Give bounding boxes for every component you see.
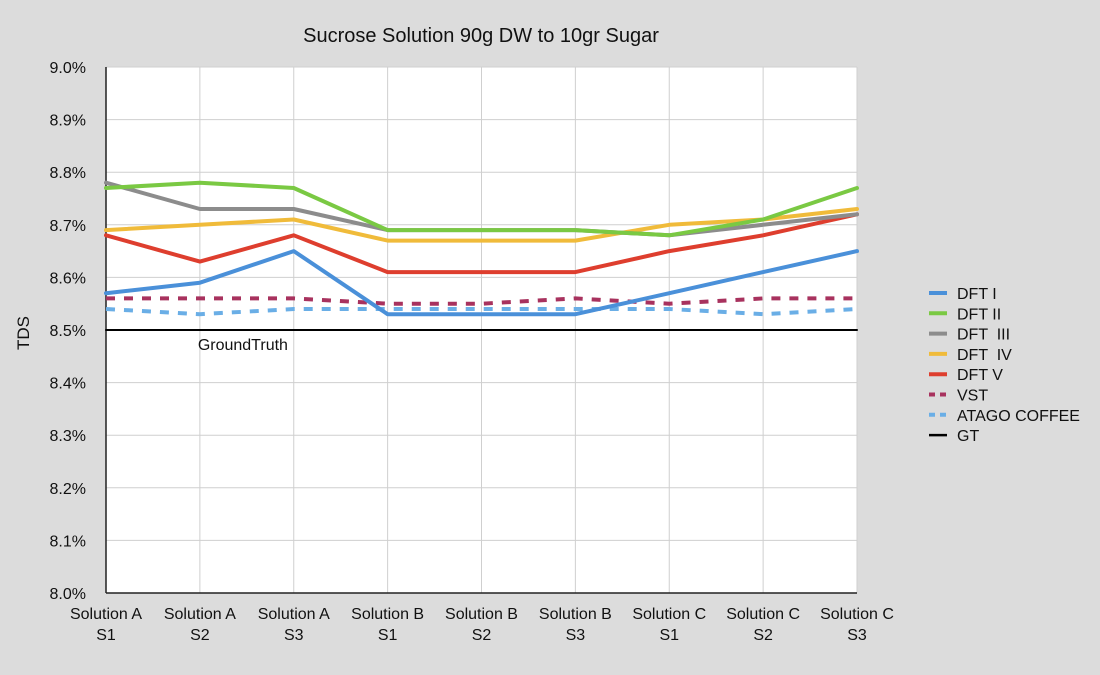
x-tick-label: S2 — [472, 627, 492, 644]
series-line-dft-v — [104, 212, 859, 275]
x-tick-label: Solution B — [539, 606, 612, 623]
legend-label: DFT V — [957, 367, 1003, 384]
plot-area: 8.0% 8.1% 8.2% 8.3% 8.4% 8.5% 8.6% 8.7% 8.8% 8.9%… — [50, 60, 894, 644]
x-tick-label: S3 — [566, 627, 586, 644]
legend-label: DFT III — [957, 327, 1010, 344]
y-axis-label: TDS — [14, 316, 33, 350]
x-tick-label: S1 — [96, 627, 116, 644]
x-tick-label: S2 — [753, 627, 773, 644]
chart-title: Sucrose Solution 90g DW to 10gr Sugar — [303, 25, 659, 47]
x-tick-label: Solution A — [164, 606, 236, 623]
x-tick-label: Solution A — [258, 606, 330, 623]
x-tick-label: Solution B — [445, 606, 518, 623]
series-line-dft-ii — [104, 180, 859, 238]
y-tick-label: 8.2% — [50, 481, 86, 498]
legend-label: DFT IV — [957, 347, 1012, 364]
y-tick-label: 8.8% — [50, 165, 86, 182]
y-tick-label: 9.0% — [50, 60, 86, 77]
legend: DFT I DFT II DFT III DFT IV DFT V VST ATAGO CO… — [929, 286, 1080, 445]
series-line-dft-iv — [104, 207, 859, 243]
legend-label: VST — [957, 388, 988, 405]
y-tick-label: 8.7% — [50, 218, 86, 235]
x-tick-label: S1 — [659, 627, 679, 644]
x-tick-label: Solution C — [726, 606, 800, 623]
x-tick-label: S2 — [190, 627, 210, 644]
y-tick-label: 8.1% — [50, 533, 86, 550]
legend-label: ATAGO COFFEE — [957, 408, 1080, 425]
x-tick-label: Solution A — [70, 606, 142, 623]
x-tick-label: S3 — [847, 627, 867, 644]
series-line-dft-i — [104, 249, 859, 317]
ground-truth-annotation: GroundTruth — [198, 337, 288, 354]
y-tick-label: 8.3% — [50, 428, 86, 445]
legend-label: GT — [957, 428, 979, 445]
x-tick-label: Solution B — [351, 606, 424, 623]
y-tick-label: 8.5% — [50, 323, 86, 340]
legend-label: DFT II — [957, 306, 1001, 323]
y-tick-label: 8.9% — [50, 113, 86, 130]
x-tick-label: Solution C — [820, 606, 894, 623]
y-tick-label: 8.0% — [50, 586, 86, 603]
x-tick-label: S1 — [378, 627, 398, 644]
y-tick-label: 8.4% — [50, 376, 86, 393]
y-tick-label: 8.6% — [50, 270, 86, 287]
legend-label: DFT I — [957, 286, 997, 303]
x-tick-label: S3 — [284, 627, 304, 644]
x-tick-label: Solution C — [632, 606, 706, 623]
